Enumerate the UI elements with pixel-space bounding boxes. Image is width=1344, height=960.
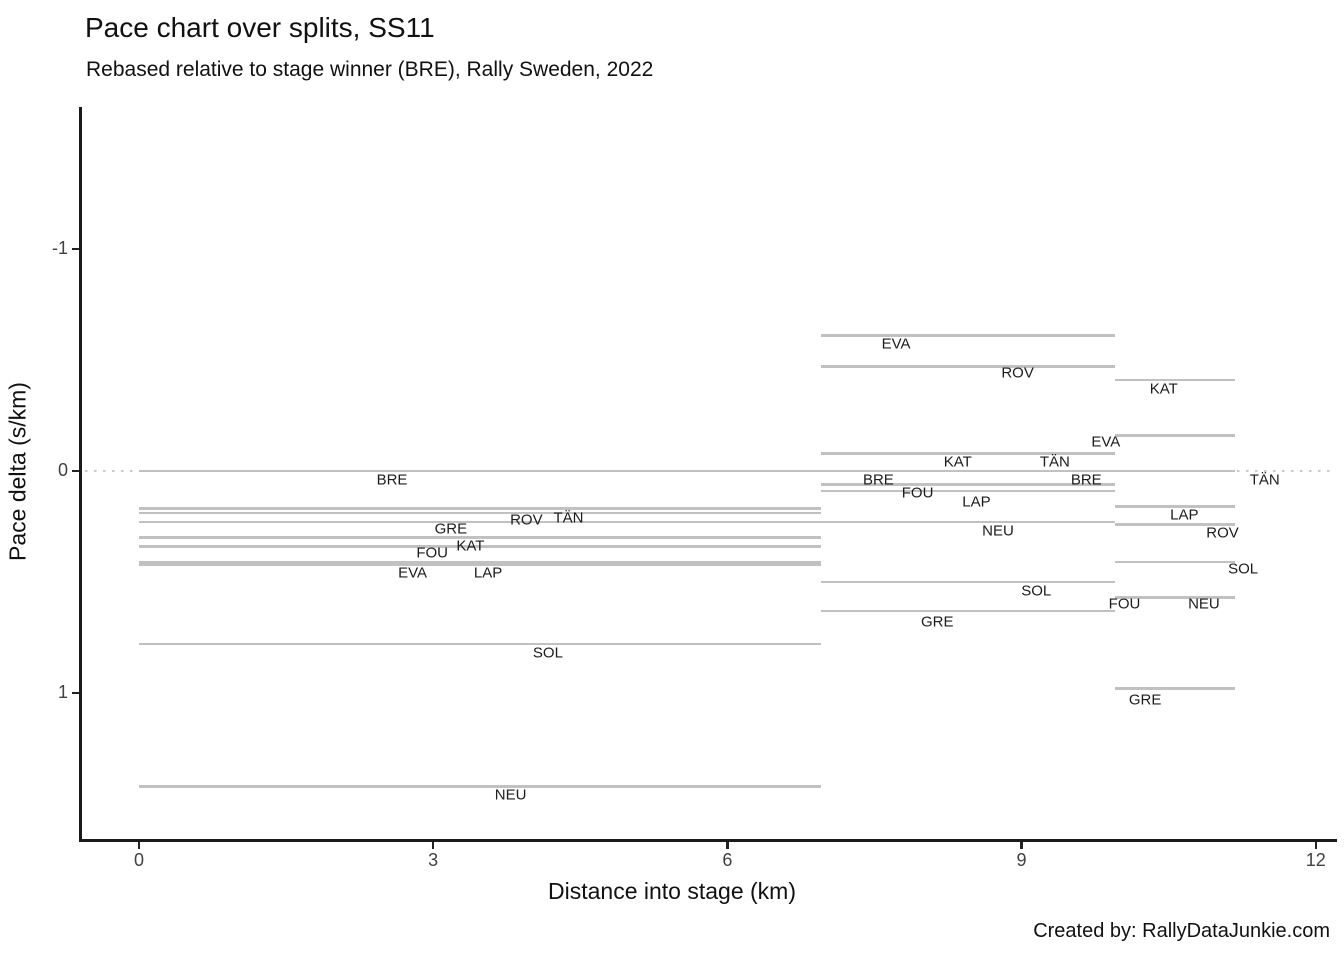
driver-label-neu: NEU [1188, 595, 1220, 613]
driver-label-fou: FOU [416, 544, 449, 562]
y-axis-tick [72, 691, 79, 695]
x-axis-title: Distance into stage (km) [548, 878, 796, 904]
driver-label-rov: ROV [1001, 364, 1034, 382]
driver-label-kat: KAT [943, 453, 972, 471]
pace-segment-gre [1114, 687, 1236, 690]
driver-label-gre: GRE [434, 520, 468, 538]
y-axis-tick [72, 469, 79, 473]
y-axis-line [79, 107, 82, 842]
driver-label-bre: BRE [862, 471, 894, 489]
driver-label-lap: LAP [473, 564, 503, 582]
y-axis-tick-label: 1 [57, 682, 68, 702]
driver-label-eva: EVA [1091, 433, 1121, 451]
pace-segment-tän [1114, 469, 1236, 473]
attribution-caption: Created by: RallyDataJunkie.com [1033, 920, 1330, 942]
x-axis-tick-label: 12 [1305, 850, 1326, 870]
x-axis-tick-label: 0 [133, 850, 144, 870]
driver-label-neu: NEU [982, 522, 1014, 540]
x-axis-tick [1314, 842, 1317, 849]
pace-segment-neu [1114, 596, 1236, 599]
driver-label-kat: KAT [1149, 380, 1178, 398]
chart-title: Pace chart over splits, SS11 [85, 12, 435, 43]
pace-segment-lap [139, 560, 821, 564]
pace-segment-kat [139, 536, 821, 539]
x-axis-tick-label: 9 [1016, 850, 1027, 870]
y-axis-tick-label: 0 [57, 460, 68, 480]
y-axis-tick [72, 247, 79, 251]
pace-segment-sol [139, 642, 821, 646]
driver-label-gre: GRE [1128, 691, 1162, 709]
pace-segment-rov [820, 365, 1115, 368]
driver-label-tän: TÄN [1249, 471, 1280, 489]
pace-segment-gre [820, 609, 1115, 613]
driver-label-gre: GRE [920, 613, 954, 631]
pace-segment-rov [1114, 522, 1236, 526]
x-axis-tick [1020, 842, 1023, 849]
pace-segment-sol [820, 580, 1115, 584]
pace-segment-sol [1114, 560, 1236, 564]
chart-subtitle: Rebased relative to stage winner (BRE), … [86, 58, 654, 81]
driver-label-eva: EVA [398, 564, 428, 582]
pace-segment-fou [139, 545, 821, 548]
x-axis-tick [431, 842, 435, 849]
driver-label-eva: EVA [881, 335, 911, 353]
pace-segment-lap [820, 489, 1115, 493]
pace-segment-neu [820, 520, 1115, 524]
driver-label-tän: TÄN [553, 509, 584, 527]
driver-label-neu: NEU [494, 786, 527, 804]
pace-segment-fou [820, 483, 1115, 486]
x-axis-tick [137, 842, 141, 849]
pace-segment-kat [1114, 378, 1236, 382]
pace-segment-eva [139, 562, 821, 566]
x-axis-line [79, 839, 1337, 842]
driver-label-kat: KAT [456, 537, 485, 555]
pace-segment-tän [139, 511, 821, 515]
driver-label-fou: FOU [901, 484, 934, 502]
driver-label-lap: LAP [962, 493, 991, 511]
pace-segment-eva [1114, 434, 1236, 437]
pace-segment-gre [139, 520, 821, 524]
x-axis-tick-label: 3 [428, 850, 439, 870]
driver-label-fou: FOU [1108, 595, 1141, 613]
y-axis-tick-label: -1 [51, 238, 68, 258]
driver-label-sol: SOL [1021, 582, 1052, 600]
pace-segment-bre [139, 469, 821, 473]
driver-label-bre: BRE [376, 471, 408, 489]
driver-label-rov: ROV [510, 511, 543, 529]
pace-segment-kat [820, 451, 1115, 455]
driver-label-sol: SOL [532, 644, 563, 662]
x-axis-tick [726, 842, 729, 849]
y-axis-title: Pace delta (s/km) [4, 382, 31, 561]
driver-label-lap: LAP [1170, 506, 1199, 524]
driver-label-rov: ROV [1206, 524, 1239, 542]
pace-segment-neu [139, 784, 821, 788]
pace-segment-rov [139, 507, 821, 511]
pace-segment-lap [1114, 505, 1236, 508]
pace-segment-eva [820, 334, 1115, 337]
driver-label-tän: TÄN [1039, 453, 1070, 471]
driver-label-bre: BRE [1070, 471, 1102, 489]
driver-label-sol: SOL [1228, 560, 1259, 578]
x-axis-tick-label: 6 [722, 850, 733, 870]
pace-segment-bre [820, 469, 1115, 473]
